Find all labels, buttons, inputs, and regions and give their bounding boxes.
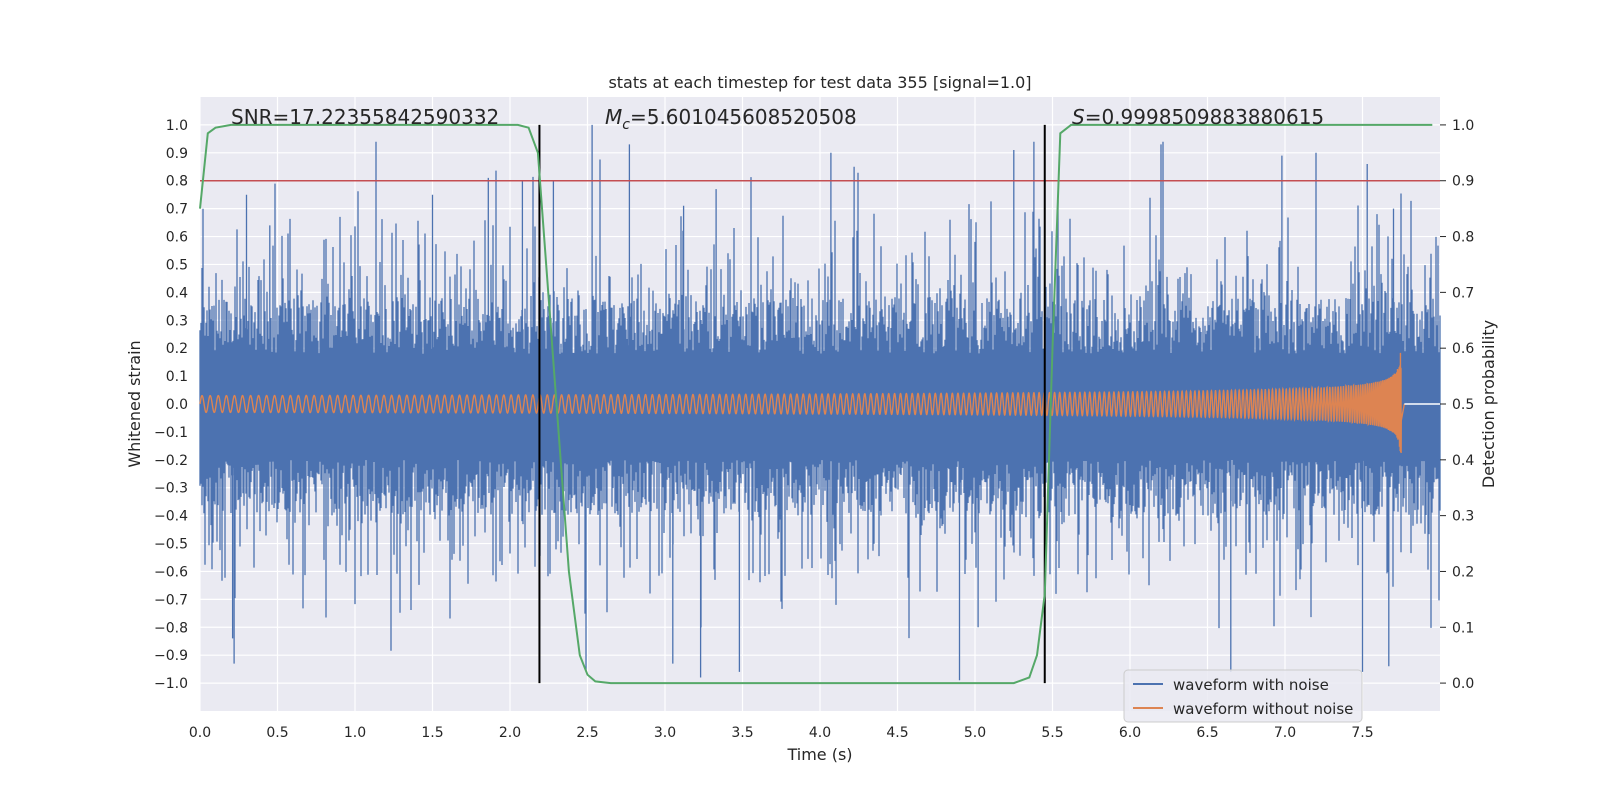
mc-symbol: M xyxy=(605,105,622,129)
mc-subscript: c xyxy=(622,117,630,133)
y-tick-label: 0.0 xyxy=(166,397,188,413)
y2-tick-label: 0.7 xyxy=(1452,285,1474,301)
x-tick-label: 7.0 xyxy=(1274,725,1296,741)
y2-tick-label: 0.1 xyxy=(1452,620,1474,636)
y2-tick-label: 0.4 xyxy=(1452,453,1474,469)
x-tick-label: 4.0 xyxy=(809,725,831,741)
y-tick-label: 0.2 xyxy=(166,341,188,357)
x-tick-label: 0.5 xyxy=(266,725,288,741)
y-tick-label: −0.3 xyxy=(154,481,188,497)
x-tick-label: 6.5 xyxy=(1196,725,1218,741)
x-tick-label: 2.0 xyxy=(499,725,521,741)
x-tick-label: 5.5 xyxy=(1041,725,1063,741)
x-tick-label: 6.0 xyxy=(1119,725,1141,741)
y-tick-label: −0.4 xyxy=(154,509,188,525)
y2-tick-label: 0.8 xyxy=(1452,230,1474,246)
s-value: =0.9998509883880615 xyxy=(1085,105,1324,129)
detection-score-annotation: S=0.9998509883880615 xyxy=(1072,105,1324,129)
x-tick-label: 3.0 xyxy=(654,725,676,741)
mc-value: =5.601045608520508 xyxy=(630,105,857,129)
y-tick-label: 0.8 xyxy=(166,174,188,190)
y-tick-label: −0.2 xyxy=(154,453,188,469)
detection-probability-line xyxy=(199,123,1433,685)
x-tick-label: 5.0 xyxy=(964,725,986,741)
y2-tick-label: 0.5 xyxy=(1452,397,1474,413)
y-tick-label: 0.3 xyxy=(166,313,188,329)
y2-tick-label: 1.0 xyxy=(1452,118,1474,134)
y2-tick-label: 0.9 xyxy=(1452,174,1474,190)
x-axis-ticks: 0.0 0.5 1.0 1.5 2.0 2.5 3.0 3.5 4.0 4.5 5.0 5.5 6.0 6… xyxy=(189,725,1374,741)
s-symbol: S xyxy=(1072,105,1085,129)
x-tick-label: 7.5 xyxy=(1351,725,1373,741)
y-tick-label: −1.0 xyxy=(154,676,188,692)
chart-title: stats at each timestep for test data 355… xyxy=(608,73,1031,92)
y-tick-label: 0.6 xyxy=(166,230,188,246)
y-tick-label: 1.0 xyxy=(166,118,188,134)
y-tick-label: 0.5 xyxy=(166,257,188,273)
legend-box xyxy=(1123,669,1363,723)
legend: waveform with noise waveform without noi… xyxy=(1123,669,1363,723)
y2-axis-ticks: 1.0 0.9 0.8 0.7 0.6 0.5 0.4 0.3 0.2 0.1 0.0 xyxy=(1440,118,1474,692)
y-tick-label: −0.7 xyxy=(154,592,188,608)
y-tick-label: 0.7 xyxy=(166,202,188,218)
y2-tick-label: 0.0 xyxy=(1452,676,1474,692)
x-tick-label: 1.0 xyxy=(344,725,366,741)
y2-tick-label: 0.6 xyxy=(1452,341,1474,357)
y2-tick-label: 0.3 xyxy=(1452,509,1474,525)
y-tick-label: 0.9 xyxy=(166,146,188,162)
snr-annotation: SNR=17.22355842590332 xyxy=(231,105,499,129)
y-tick-label: 0.1 xyxy=(166,369,188,385)
clean-waveform-path xyxy=(199,352,1406,454)
y-axis-ticks: 1.0 0.9 0.8 0.7 0.6 0.5 0.4 0.3 0.2 0.1 0.0 −0.1 −0.… xyxy=(154,118,188,692)
y-axis-label: Whitened strain xyxy=(125,340,144,467)
legend-label-clean: waveform without noise xyxy=(1173,700,1353,718)
y-tick-label: −0.8 xyxy=(154,620,188,636)
x-tick-label: 3.5 xyxy=(731,725,753,741)
x-tick-label: 1.5 xyxy=(421,725,443,741)
y2-axis-label: Detection probability xyxy=(1479,320,1498,488)
y-tick-label: 0.4 xyxy=(166,285,188,301)
x-tick-label: 4.5 xyxy=(886,725,908,741)
waveform-without-noise-series xyxy=(199,352,1406,454)
x-tick-label: 0.0 xyxy=(189,725,211,741)
y2-tick-label: 0.2 xyxy=(1452,564,1474,580)
y-tick-label: −0.5 xyxy=(154,537,188,553)
y-tick-label: −0.6 xyxy=(154,564,188,580)
chirp-mass-annotation: Mc=5.601045608520508 xyxy=(605,105,857,133)
x-axis-label: Time (s) xyxy=(786,745,852,764)
legend-label-noise: waveform with noise xyxy=(1173,676,1329,694)
x-tick-label: 2.5 xyxy=(576,725,598,741)
y-tick-label: −0.1 xyxy=(154,425,188,441)
y-tick-label: −0.9 xyxy=(154,648,188,664)
